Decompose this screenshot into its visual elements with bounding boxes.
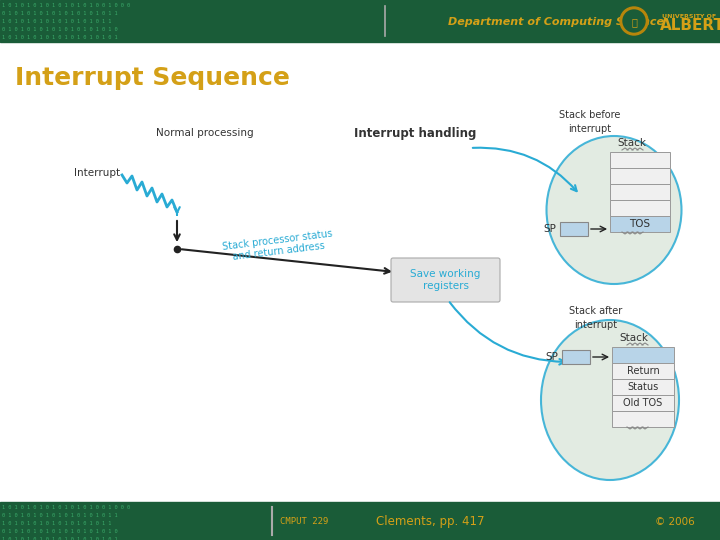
Bar	[0, 502, 720, 540]
Bar	[610, 184, 670, 200]
Bar	[560, 222, 588, 236]
Text: SP: SP	[545, 352, 558, 362]
Text: Department of Computing Science: Department of Computing Science	[448, 17, 664, 27]
Text: 1 0 1 0 1 0 1 0 1 0 1 0 1 0 1 0 1 1: 1 0 1 0 1 0 1 0 1 0 1 0 1 0 1 0 1 1	[2, 19, 112, 24]
Text: Clements, pp. 417: Clements, pp. 417	[376, 516, 485, 529]
Text: 1 0 1 0 1 0 1 0 1 0 1 0 1 0 1 0 1 0 1: 1 0 1 0 1 0 1 0 1 0 1 0 1 0 1 0 1 0 1	[2, 35, 117, 40]
Circle shape	[620, 7, 648, 35]
Text: Stack after
interrupt: Stack after interrupt	[570, 306, 623, 329]
Text: Stack: Stack	[618, 138, 647, 148]
Ellipse shape	[541, 320, 679, 480]
Text: Interrupt: Interrupt	[74, 168, 120, 178]
Text: Stack: Stack	[619, 333, 649, 343]
Text: Normal processing: Normal processing	[156, 128, 254, 138]
Text: Status: Status	[627, 382, 659, 392]
Bar	[612, 379, 674, 395]
Text: 1 0 1 0 1 0 1 0 1 0 1 0 1 0 1 0 1 1: 1 0 1 0 1 0 1 0 1 0 1 0 1 0 1 0 1 1	[2, 521, 112, 526]
Text: © 2006: © 2006	[655, 517, 695, 527]
Text: Interrupt handling: Interrupt handling	[354, 126, 476, 139]
Bar	[612, 411, 674, 427]
Circle shape	[623, 10, 645, 32]
Bar	[610, 152, 670, 168]
Text: 1 0 1 0 1 0 1 0 1 0 1 0 1 0 1 0 1 0 1: 1 0 1 0 1 0 1 0 1 0 1 0 1 0 1 0 1 0 1	[2, 537, 117, 540]
Text: 0 1 0 1 0 1 0 1 0 1 0 1 0 1 0 1 0 1 0: 0 1 0 1 0 1 0 1 0 1 0 1 0 1 0 1 0 1 0	[2, 27, 117, 32]
Bar	[610, 168, 670, 184]
Text: UNIVERSITY OF: UNIVERSITY OF	[662, 14, 716, 18]
Ellipse shape	[546, 136, 682, 284]
Text: ⛨: ⛨	[631, 17, 637, 27]
FancyBboxPatch shape	[391, 258, 500, 302]
Text: TOS: TOS	[629, 219, 651, 229]
Bar	[610, 216, 670, 232]
Bar	[612, 347, 674, 363]
Bar	[612, 395, 674, 411]
Bar	[612, 363, 674, 379]
Text: Old TOS: Old TOS	[624, 398, 662, 408]
Text: Stack processor status
and return address: Stack processor status and return addres…	[222, 228, 334, 264]
Text: Save working
registers: Save working registers	[410, 269, 481, 291]
Bar	[0, 0, 720, 42]
Bar	[562, 350, 590, 364]
Text: Stack before
interrupt: Stack before interrupt	[559, 110, 621, 133]
Text: Interrupt Sequence: Interrupt Sequence	[15, 66, 290, 90]
Text: SP: SP	[543, 224, 556, 234]
Text: 0 1 0 1 0 1 0 1 0 1 0 1 0 1 0 1 0 1 1: 0 1 0 1 0 1 0 1 0 1 0 1 0 1 0 1 0 1 1	[2, 11, 117, 16]
Text: 1 0 1 0 1 0 1 0 1 0 1 0 1 0 1 0 0 1 0 0 0: 1 0 1 0 1 0 1 0 1 0 1 0 1 0 1 0 0 1 0 0 …	[2, 3, 130, 8]
Bar	[610, 200, 670, 216]
Text: Return: Return	[626, 366, 660, 376]
Text: 1 0 1 0 1 0 1 0 1 0 1 0 1 0 1 0 0 1 0 0 0: 1 0 1 0 1 0 1 0 1 0 1 0 1 0 1 0 0 1 0 0 …	[2, 505, 130, 510]
Text: 0 1 0 1 0 1 0 1 0 1 0 1 0 1 0 1 0 1 0: 0 1 0 1 0 1 0 1 0 1 0 1 0 1 0 1 0 1 0	[2, 529, 117, 534]
Text: 0 1 0 1 0 1 0 1 0 1 0 1 0 1 0 1 0 1 1: 0 1 0 1 0 1 0 1 0 1 0 1 0 1 0 1 0 1 1	[2, 513, 117, 518]
Text: CMPUT 229: CMPUT 229	[280, 517, 328, 526]
Text: ALBERTA: ALBERTA	[660, 18, 720, 33]
